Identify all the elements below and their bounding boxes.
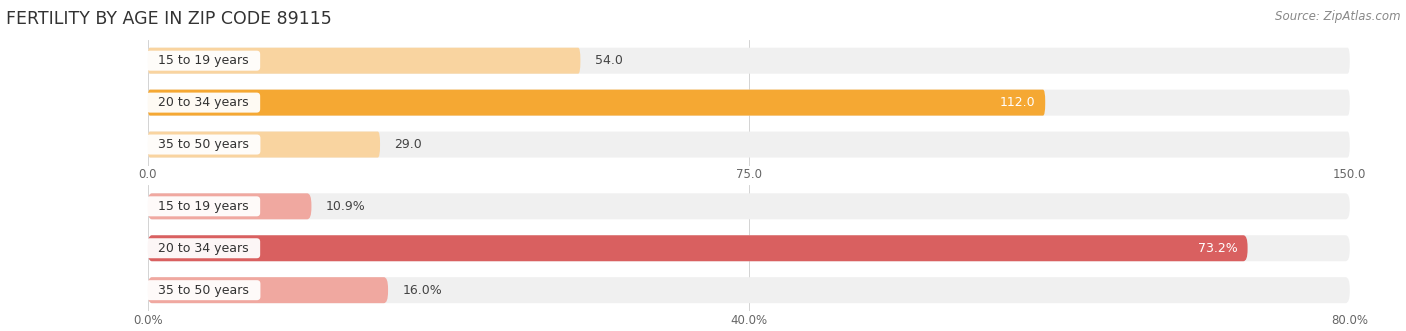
FancyBboxPatch shape [148, 48, 1350, 74]
Text: 20 to 34 years: 20 to 34 years [150, 96, 257, 109]
FancyBboxPatch shape [148, 193, 1350, 219]
Text: 15 to 19 years: 15 to 19 years [150, 200, 257, 213]
Text: 54.0: 54.0 [595, 54, 623, 67]
FancyBboxPatch shape [148, 131, 1350, 158]
Text: Source: ZipAtlas.com: Source: ZipAtlas.com [1275, 10, 1400, 23]
FancyBboxPatch shape [148, 48, 581, 74]
FancyBboxPatch shape [148, 277, 388, 303]
Text: 29.0: 29.0 [395, 138, 422, 151]
Text: 15 to 19 years: 15 to 19 years [150, 54, 257, 67]
FancyBboxPatch shape [148, 90, 1350, 116]
Text: 73.2%: 73.2% [1198, 242, 1237, 255]
FancyBboxPatch shape [148, 131, 380, 158]
FancyBboxPatch shape [148, 235, 1350, 261]
Text: 35 to 50 years: 35 to 50 years [150, 138, 257, 151]
Text: 112.0: 112.0 [1000, 96, 1036, 109]
Text: 35 to 50 years: 35 to 50 years [150, 284, 257, 297]
FancyBboxPatch shape [148, 277, 1350, 303]
Text: 16.0%: 16.0% [402, 284, 443, 297]
Text: FERTILITY BY AGE IN ZIP CODE 89115: FERTILITY BY AGE IN ZIP CODE 89115 [6, 10, 332, 28]
FancyBboxPatch shape [148, 90, 1045, 116]
Text: 10.9%: 10.9% [326, 200, 366, 213]
FancyBboxPatch shape [148, 193, 311, 219]
Text: 20 to 34 years: 20 to 34 years [150, 242, 257, 255]
FancyBboxPatch shape [148, 235, 1247, 261]
